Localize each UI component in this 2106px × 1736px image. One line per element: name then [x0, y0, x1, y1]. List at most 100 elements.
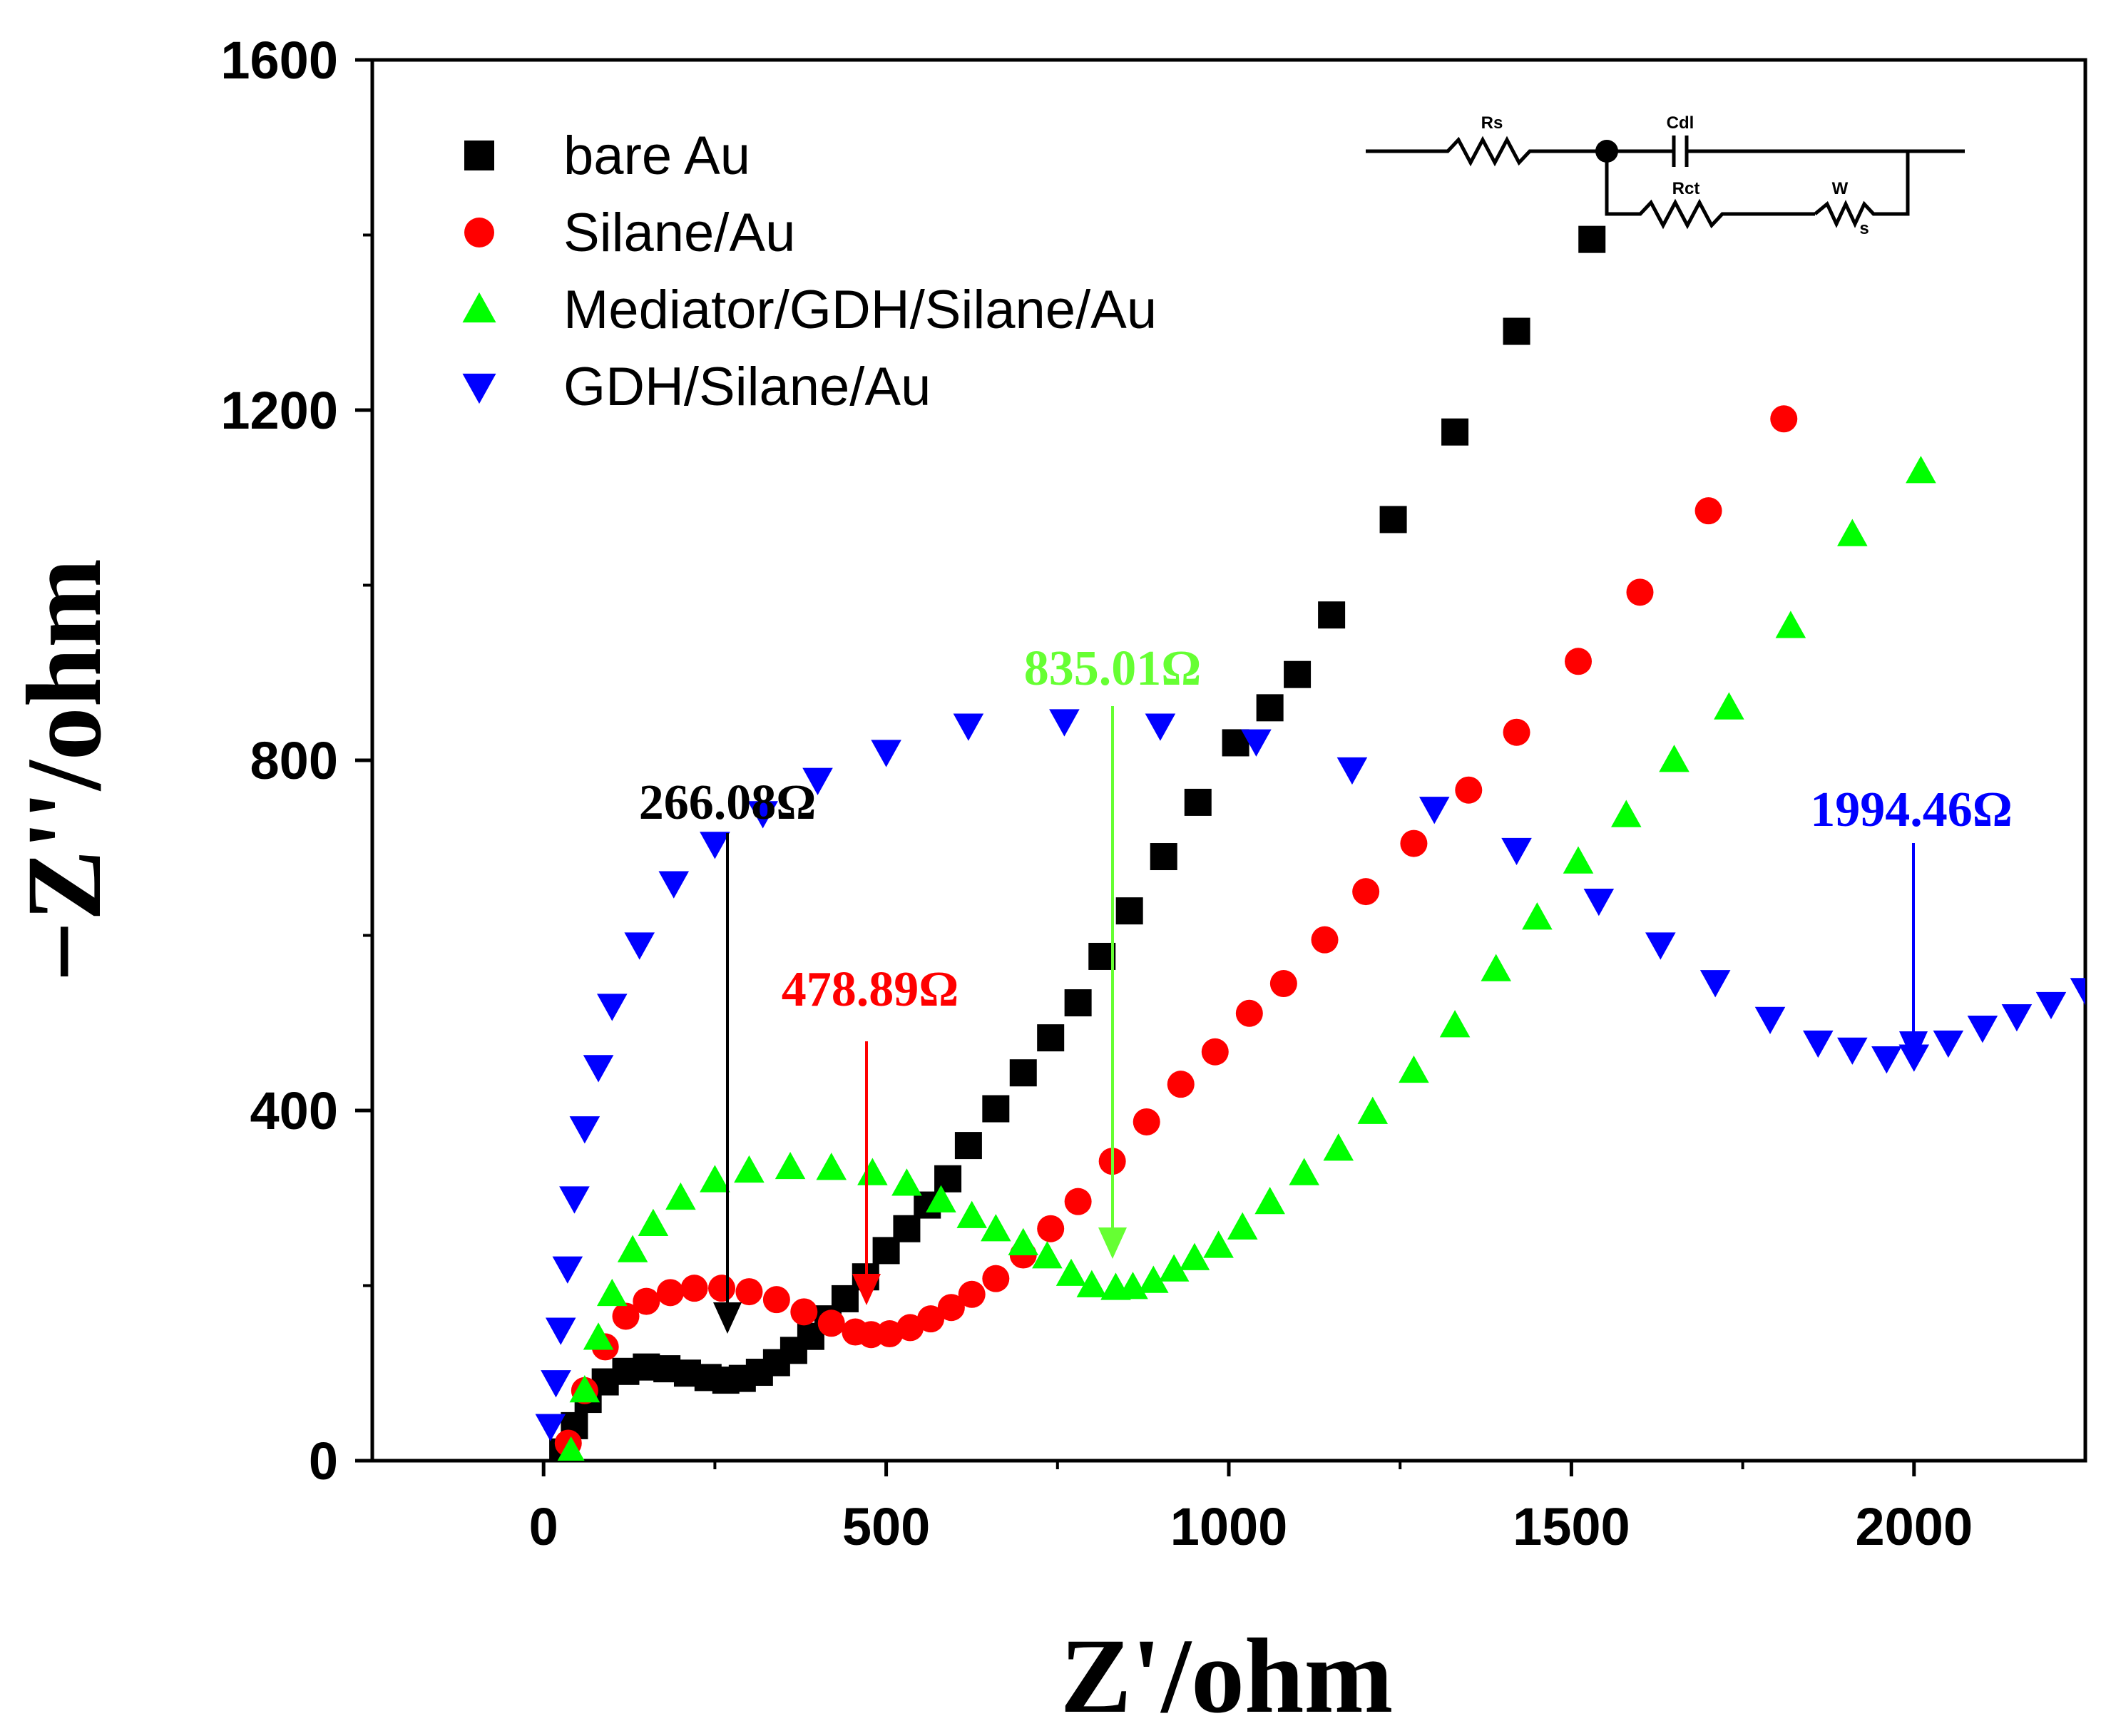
data-point [1563, 846, 1594, 874]
data-point [1289, 1158, 1319, 1185]
data-point [734, 1155, 765, 1183]
data-point [545, 1317, 576, 1345]
data-point [569, 1116, 600, 1144]
data-point [891, 1168, 922, 1196]
data-point [1399, 1055, 1429, 1083]
data-point [1626, 578, 1654, 606]
data-point [958, 1280, 986, 1308]
data-point [1379, 506, 1407, 533]
data-point [981, 1214, 1011, 1242]
data-point [982, 1095, 1010, 1123]
data-point [552, 1256, 583, 1284]
data-point [1455, 776, 1483, 804]
data-point [1167, 1071, 1195, 1098]
data-point [1501, 837, 1532, 866]
data-point [1064, 1188, 1092, 1215]
data-point [665, 1182, 696, 1210]
annotation-arrow-head [852, 1274, 881, 1305]
data-point [1318, 601, 1346, 629]
data-point [1645, 932, 1676, 960]
annotation-label: 835.01Ω [1024, 641, 1202, 696]
annotation-arrow-head [713, 1302, 742, 1334]
legend-label: GDH/Silane/Au [563, 357, 931, 417]
data-point [816, 1153, 847, 1180]
data-point [1235, 999, 1263, 1027]
data-point [893, 1215, 921, 1242]
circuit-label: W [1832, 179, 1849, 198]
data-point [1269, 970, 1297, 998]
data-point [1503, 317, 1530, 345]
data-point [583, 1055, 614, 1083]
data-point [1138, 1265, 1169, 1293]
legend-entry: bare Au [464, 126, 750, 186]
legend-marker [464, 141, 494, 170]
data-point [1503, 718, 1530, 746]
circuit-label: Rct [1672, 179, 1700, 198]
series-2 [557, 456, 1936, 1461]
data-point [1803, 1030, 1834, 1058]
annotation-1: 478.89Ω [782, 962, 959, 1305]
data-point [871, 740, 901, 767]
data-point [1076, 1270, 1108, 1297]
data-point [956, 1200, 987, 1228]
x-tick-label: 1000 [1170, 1497, 1288, 1556]
data-point [802, 767, 833, 795]
data-point [1400, 829, 1428, 857]
data-point [1336, 757, 1368, 785]
data-point [583, 1322, 614, 1350]
data-point [1037, 1215, 1065, 1242]
annotation-0: 266.08Ω [639, 775, 817, 1334]
data-point [747, 801, 778, 829]
data-point [559, 1186, 590, 1214]
data-point [597, 1278, 628, 1307]
data-point [735, 1278, 763, 1306]
data-point [762, 1286, 790, 1314]
data-point [1323, 1133, 1354, 1161]
data-point [1179, 1242, 1210, 1270]
data-point [876, 1320, 904, 1348]
data-point [541, 1370, 571, 1398]
data-point [982, 1265, 1010, 1292]
warburg-element [1814, 151, 1910, 228]
annotation-3: 1994.46Ω [1810, 782, 2013, 1063]
legend-marker [462, 373, 496, 404]
annotation-label: 266.08Ω [639, 775, 817, 830]
data-point [1201, 1038, 1229, 1066]
data-point [817, 1309, 845, 1337]
data-point [1115, 897, 1143, 925]
equivalent-circuit: Rs Cdl Rct Ws [1366, 113, 1965, 238]
y-tick-label: 400 [250, 1081, 338, 1140]
data-point [937, 1294, 965, 1322]
annotation-label: 478.89Ω [782, 962, 959, 1017]
data-point [1133, 1108, 1160, 1135]
data-point [1419, 797, 1450, 824]
data-point [1254, 1187, 1285, 1215]
data-point [1714, 692, 1744, 720]
annotations: 266.08Ω 478.89Ω 835.01Ω 1994.46Ω [639, 641, 2013, 1334]
legend-marker [464, 218, 494, 247]
data-point [1659, 745, 1690, 772]
legend-label: Mediator/GDH/Silane/Au [563, 280, 1157, 340]
data-point [1203, 1230, 1234, 1258]
data-point [557, 1436, 585, 1461]
data-point [1906, 456, 1936, 484]
circuit-label: Cdl [1667, 113, 1694, 133]
data-point [1522, 902, 1553, 930]
annotation-arrow-head [1899, 1031, 1928, 1063]
x-axis-title: Z'/ohm [1060, 1617, 1394, 1735]
y-tick-label: 1600 [220, 31, 338, 90]
data-point [1158, 1254, 1190, 1282]
data-point [633, 1287, 660, 1315]
data-point [1088, 942, 1116, 970]
data-point [1357, 1096, 1389, 1124]
data-point [1256, 694, 1284, 722]
data-point [1775, 611, 1806, 638]
data-point [1032, 1241, 1063, 1269]
data-point [1694, 497, 1722, 525]
data-point [1055, 1258, 1087, 1286]
data-point [1227, 1212, 1258, 1240]
data-point [1441, 418, 1469, 446]
data-point [953, 713, 984, 741]
data-point [1352, 878, 1380, 906]
legend-entry: GDH/Silane/Au [462, 357, 931, 417]
